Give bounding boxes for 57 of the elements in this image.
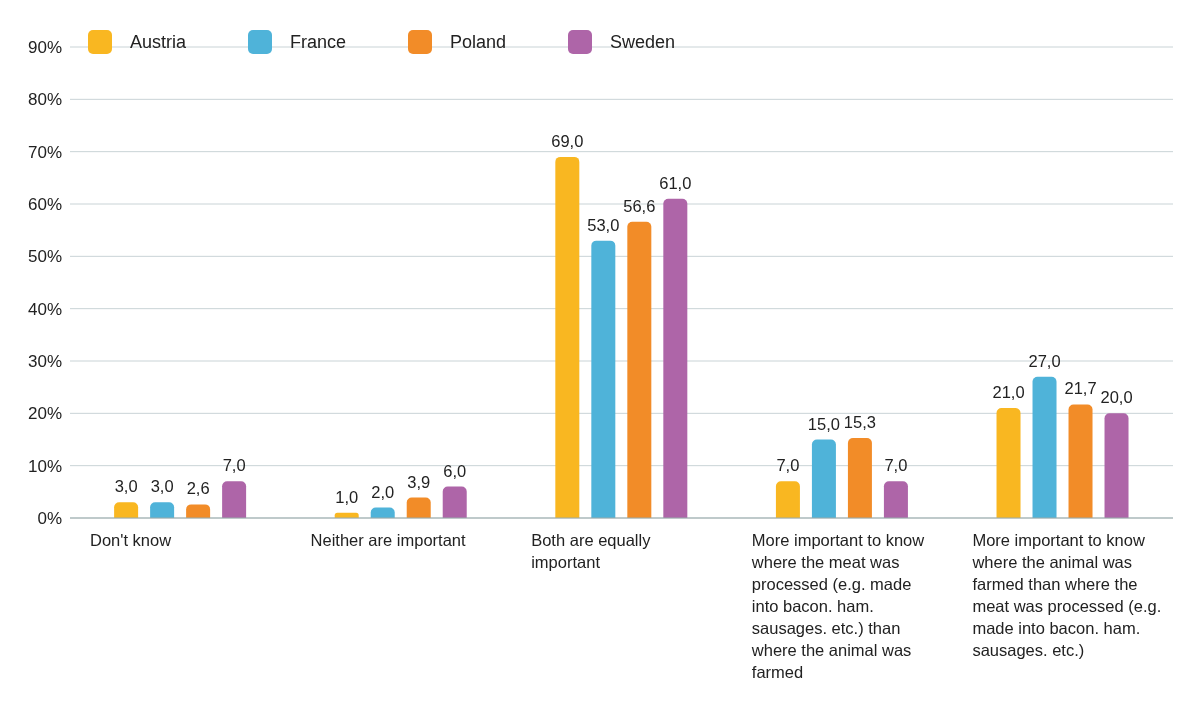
bar	[883, 481, 908, 518]
bar	[811, 439, 836, 518]
data-label: 2,6	[186, 479, 210, 498]
data-label: 61,0	[659, 173, 692, 192]
y-tick-label: 0%	[37, 509, 62, 529]
data-label: 1,0	[335, 487, 359, 506]
bar	[1032, 376, 1057, 518]
y-tick-label: 20%	[27, 404, 62, 424]
y-tick-label: 90%	[27, 38, 62, 58]
bar	[1068, 404, 1093, 518]
data-label: 56,6	[623, 196, 656, 215]
bar	[222, 481, 247, 518]
y-tick-label: 70%	[27, 142, 62, 162]
x-tick-label: Neither are important	[310, 531, 466, 549]
data-label: 27,0	[1028, 351, 1061, 370]
legend-label: Austria	[130, 31, 187, 53]
data-label: 7,0	[222, 456, 246, 475]
data-label: 21,0	[992, 383, 1025, 402]
data-label: 3,0	[114, 477, 138, 496]
bar	[627, 221, 652, 518]
data-label: 15,0	[807, 414, 840, 433]
data-label: 69,0	[551, 131, 584, 150]
data-label: 2,0	[371, 482, 395, 501]
bar	[775, 481, 800, 518]
legend-label: France	[290, 31, 347, 53]
x-tick-label: Both are equally important	[531, 531, 652, 571]
data-label: 53,0	[587, 215, 620, 234]
bar	[663, 198, 688, 518]
x-tick-label: More important to know where the meat was processed (e.g. made into bacon. ham. sausages. etc.) than where the animal was farmed	[750, 531, 925, 681]
data-label: 7,0	[884, 456, 908, 475]
bar	[555, 156, 580, 518]
y-tick-label: 50%	[27, 247, 62, 267]
data-label: 20,0	[1100, 388, 1133, 407]
data-label: 21,7	[1064, 379, 1097, 398]
bar	[996, 408, 1021, 518]
x-tick-label: More important to know where the animal was farmed than where the meat was processed (e.g. made into bacon. ham. sausages. etc.)	[971, 531, 1162, 659]
legend-label: Sweden	[610, 31, 676, 53]
y-tick-label: 40%	[27, 299, 62, 319]
y-tick-label: 80%	[27, 90, 62, 110]
bar	[114, 502, 139, 518]
bar	[847, 437, 872, 518]
data-label: 7,0	[776, 456, 800, 475]
data-label: 3,9	[407, 472, 431, 491]
data-label: 3,0	[150, 477, 174, 496]
x-tick-label: Don't know	[90, 531, 172, 549]
legend-label: Poland	[450, 31, 507, 53]
bar	[150, 502, 175, 518]
bar	[442, 486, 467, 518]
bar	[406, 497, 431, 518]
data-label: 6,0	[443, 461, 467, 480]
data-label: 15,3	[843, 412, 876, 431]
bar	[1104, 413, 1129, 518]
bar	[186, 504, 211, 518]
y-tick-label: 60%	[27, 195, 62, 215]
y-tick-label: 10%	[27, 456, 62, 476]
y-tick-label: 30%	[27, 352, 62, 372]
bar	[591, 240, 616, 518]
